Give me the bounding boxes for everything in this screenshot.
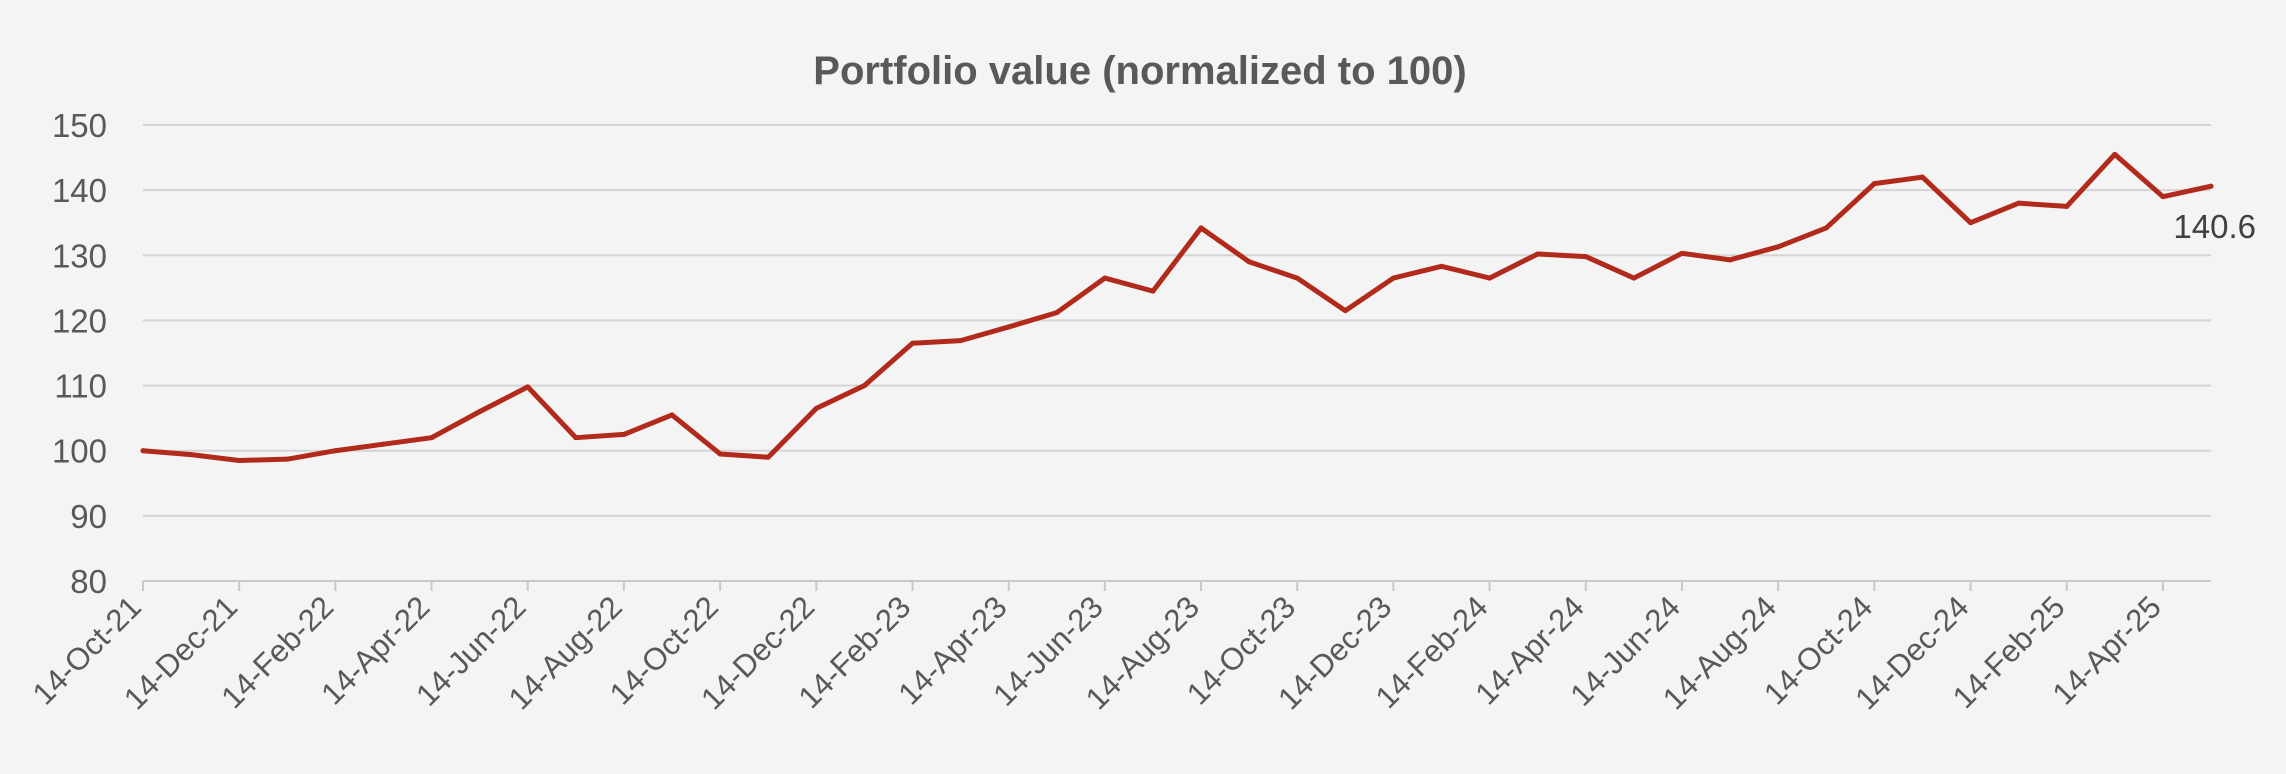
data-point xyxy=(1968,220,1974,226)
y-tick-label: 120 xyxy=(52,302,107,339)
data-point xyxy=(669,412,675,418)
data-point xyxy=(1294,275,1300,281)
data-point xyxy=(1198,225,1204,231)
data-point xyxy=(1487,275,1493,281)
y-tick-label: 100 xyxy=(52,433,107,470)
data-point xyxy=(140,448,146,454)
y-tick-label: 140 xyxy=(52,172,107,209)
data-point xyxy=(236,457,242,463)
y-tick-label: 130 xyxy=(52,237,107,274)
data-point xyxy=(2064,203,2070,209)
x-axis xyxy=(142,580,2211,591)
y-axis-tick-labels: 80 90 100 110 120 130 140 150 xyxy=(52,107,107,600)
data-point xyxy=(1150,288,1156,294)
x-axis-tick-labels: 14-Oct-2114-Dec-2114-Feb-2214-Apr-2214-J… xyxy=(26,589,2168,716)
data-point xyxy=(1246,259,1252,265)
data-point xyxy=(380,441,386,447)
data-point xyxy=(909,340,915,346)
data-point xyxy=(1054,310,1060,316)
data-point xyxy=(717,451,723,457)
data-point xyxy=(573,435,579,441)
data-point xyxy=(1583,254,1589,260)
end-value-label: 140.6 xyxy=(2173,208,2256,245)
grid-lines xyxy=(143,124,2211,517)
data-point xyxy=(525,384,531,390)
data-point xyxy=(765,454,771,460)
y-tick-label: 90 xyxy=(70,498,107,535)
data-point xyxy=(1775,244,1781,250)
data-point xyxy=(332,448,338,454)
data-point xyxy=(958,338,964,344)
data-point xyxy=(621,431,627,437)
data-point xyxy=(1871,181,1877,187)
data-point xyxy=(1342,308,1348,314)
data-point xyxy=(477,409,483,415)
data-point xyxy=(429,435,435,441)
data-point xyxy=(2112,151,2118,157)
data-point xyxy=(284,456,290,462)
series-line-portfolio-value xyxy=(140,151,2214,463)
data-point xyxy=(861,383,867,389)
y-tick-label: 80 xyxy=(70,563,107,600)
data-point xyxy=(2016,200,2022,206)
data-point xyxy=(1679,250,1685,256)
data-point xyxy=(1823,225,1829,231)
data-point xyxy=(188,452,194,458)
data-point xyxy=(2208,183,2214,189)
data-point xyxy=(1631,275,1637,281)
data-point xyxy=(1727,257,1733,263)
series-layer xyxy=(140,151,2214,463)
data-point xyxy=(1390,275,1396,281)
data-point xyxy=(1535,251,1541,257)
chart-title: Portfolio value (normalized to 100) xyxy=(813,49,1466,93)
y-tick-label: 110 xyxy=(54,368,107,405)
data-point xyxy=(1006,324,1012,330)
data-point xyxy=(1439,263,1445,269)
data-point xyxy=(1102,275,1108,281)
data-point xyxy=(813,405,819,411)
data-point xyxy=(2160,194,2166,200)
y-tick-label: 150 xyxy=(52,107,107,144)
data-point xyxy=(1919,174,1925,180)
